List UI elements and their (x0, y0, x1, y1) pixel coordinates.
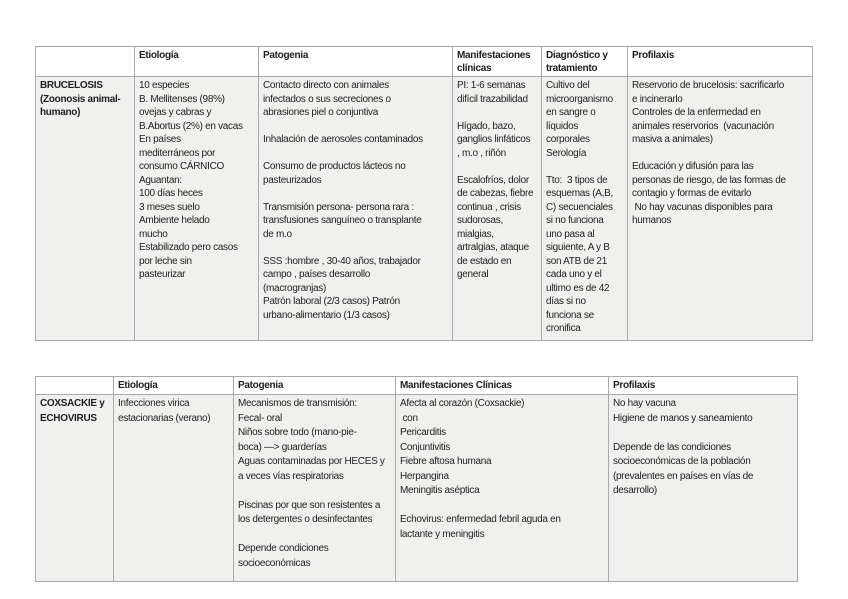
brucelosis-table: Etiología Patogenia Manifestaciones clín… (35, 46, 813, 341)
cell-brucelosis-profilaxis: Reservorio de brucelosis: sacrificarlo e… (627, 76, 813, 341)
corner-cell (35, 46, 135, 77)
cell-brucelosis-patogenia: Contacto directo con animales infectados… (258, 76, 453, 341)
col-header-etiologia: Etiología (134, 46, 259, 77)
col-header-patogenia: Patogenia (258, 46, 453, 77)
coxsackie-table: Etiología Patogenia Manifestaciones Clín… (35, 376, 798, 582)
col-header-profilaxis: Profilaxis (627, 46, 813, 77)
col-header-patogenia: Patogenia (233, 376, 396, 395)
cell-coxsackie-profilaxis: No hay vacuna Higiene de manos y saneami… (608, 394, 798, 582)
row-header-coxsackie: COXSACKIE y ECHOVIRUS (35, 394, 114, 582)
cell-coxsackie-patogenia: Mecanismos de transmisión: Fecal- oral N… (233, 394, 396, 582)
table-row-coxsackie: COXSACKIE y ECHOVIRUS Infecciones virica… (35, 394, 798, 582)
corner-cell (35, 376, 114, 395)
cell-coxsackie-manifestaciones: Afecta al corazón (Coxsackie) con Perica… (395, 394, 609, 582)
table-row-brucelosis: BRUCELOSIS (Zoonosis animal- humano) 10 … (35, 76, 813, 341)
col-header-profilaxis: Profilaxis (608, 376, 798, 395)
col-header-diagnostico: Diagnóstico y tratamiento (541, 46, 628, 77)
cell-brucelosis-etiologia: 10 especies B. Mellitenses (98%) ovejas … (134, 76, 259, 341)
cell-coxsackie-etiologia: Infecciones virica estacionarias (verano… (113, 394, 234, 582)
table-header-row: Etiología Patogenia Manifestaciones Clín… (35, 376, 798, 395)
col-header-manifestaciones: Manifestaciones Clínicas (395, 376, 609, 395)
cell-brucelosis-diagnostico: Cultivo del microorganismo en sangre o l… (541, 76, 628, 341)
row-header-brucelosis: BRUCELOSIS (Zoonosis animal- humano) (35, 76, 135, 341)
col-header-manifestaciones: Manifestaciones clínicas (452, 46, 542, 77)
cell-brucelosis-manifestaciones: PI: 1-6 semanas difícil trazabilidad Híg… (452, 76, 542, 341)
table-header-row: Etiología Patogenia Manifestaciones clín… (35, 46, 813, 77)
col-header-etiologia: Etiología (113, 376, 234, 395)
